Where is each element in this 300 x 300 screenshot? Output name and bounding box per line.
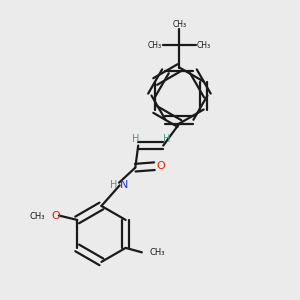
Text: CH₃: CH₃ [197,41,211,50]
Text: O: O [52,211,60,220]
Text: O: O [156,161,165,171]
Text: CH₃: CH₃ [148,41,162,50]
Text: N: N [120,180,128,190]
Text: CH₃: CH₃ [172,20,187,29]
Text: H: H [110,180,118,190]
Text: H: H [132,134,139,144]
Text: H: H [163,134,170,144]
Text: CH₃: CH₃ [149,248,165,257]
Text: CH₃: CH₃ [30,212,45,220]
